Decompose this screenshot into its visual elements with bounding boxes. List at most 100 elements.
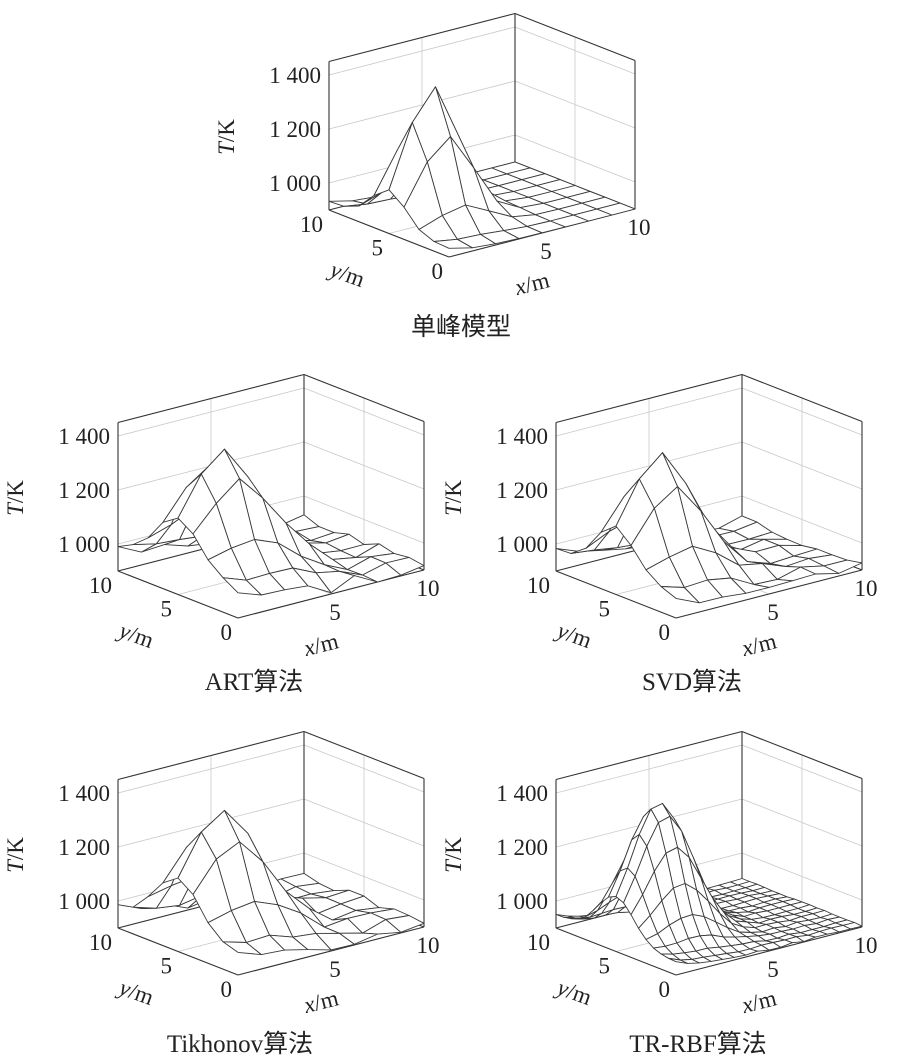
axis-edge [555,373,743,424]
x-tick-label: 5 [767,957,779,982]
y-tick-label: 5 [599,597,611,622]
temperature-surface [555,452,863,604]
z-tick-label: 1 000 [269,171,321,196]
y-axis-label: y/m [114,617,157,653]
z-axis-var: T [3,858,28,873]
axis-edge [237,926,425,976]
z-axis-label-text: T/K [214,119,239,155]
y-axis-label-text: y/m [114,617,157,653]
x-tick-label: 10 [855,576,878,601]
z-axis-unit: /K [3,837,28,860]
x-axis-unit: /m [522,267,552,297]
subplot-caption: SVD算法 [642,668,742,696]
temperature-surface [555,803,863,964]
x-tick-label: 5 [767,600,779,625]
x-axis-unit: /m [311,985,341,1015]
z-tick-label: 1 200 [496,478,548,503]
subplot-caption: Tikhonov算法 [167,1030,313,1058]
z-axis-label: T/K [441,837,466,873]
z-axis-unit: /K [3,480,28,503]
x-axis-label: x/m [300,985,341,1018]
surface-cell [660,586,700,604]
z-axis-var: T [441,858,466,873]
subplot-caption: ART算法 [205,668,304,696]
x-axis-unit: /m [749,985,779,1015]
z-axis-var: T [441,501,466,516]
axis-edge [117,570,239,619]
z-axis-label: T/K [3,480,28,516]
y-tick-label: 5 [161,954,173,979]
axis-edge [117,373,305,424]
axis-edge [741,730,863,780]
z-axis-label-text: T/K [441,480,466,516]
surface-plot-3: 1 000 1 200 1 400 0 5 10 5 10 T/K y/m x/m SVD算法 [441,373,878,696]
x-tick-label: 5 [329,600,341,625]
subplot-caption: 单峰模型 [411,313,511,341]
z-axis-unit: /K [441,837,466,860]
axis-edge [555,730,743,781]
x-tick-label: 5 [329,957,341,982]
z-axis-label: T/K [441,480,466,516]
axis-edge [555,927,677,976]
temperature-surface [117,809,425,956]
y-tick-label: 0 [432,259,444,284]
y-tick-label: 10 [527,930,550,955]
z-tick-label: 1 400 [496,424,548,449]
z-tick-label: 1 400 [58,424,110,449]
axis-edge [741,373,863,423]
surface-plot-5: 1 000 1 200 1 400 0 5 10 5 10 T/K y/m x/m TR-RBF算法 [441,730,878,1058]
z-tick-label: 1 200 [496,835,548,860]
axis-edge [675,926,863,976]
surface-cell [668,957,689,964]
z-axis-label-text: T/K [3,837,28,873]
surface-cell [222,941,262,956]
y-tick-label: 5 [372,236,384,261]
x-tick-label: 10 [417,576,440,601]
z-tick-label: 1 200 [58,835,110,860]
y-axis-label-text: y/m [114,974,157,1010]
y-tick-label: 5 [161,597,173,622]
axis-edge [117,730,305,781]
x-axis-label: x/m [738,985,779,1018]
z-axis-label-text: T/K [3,480,28,516]
z-axis-unit: /K [441,480,466,503]
x-axis-label-text: x/m [738,628,779,661]
z-axis-label: T/K [214,119,239,155]
axis-edge [117,927,239,976]
z-axis-var: T [3,501,28,516]
axis-edge [675,569,863,619]
y-tick-label: 10 [89,930,112,955]
x-tick-label: 10 [417,933,440,958]
axis-edge [328,209,450,258]
x-axis-label-text: x/m [511,267,552,300]
x-tick-label: 10 [855,933,878,958]
z-tick-label: 1 000 [58,889,110,914]
y-axis-label: y/m [325,256,368,292]
x-axis-unit: /m [311,628,341,658]
z-tick-label: 1 400 [269,63,321,88]
y-axis-label-text: y/m [552,617,595,653]
surface-plot-2: 1 000 1 200 1 400 0 5 10 5 10 T/K y/m x/m ART算法 [3,373,440,696]
z-axis-unit: /K [214,119,239,142]
y-axis-label: y/m [552,974,595,1010]
y-tick-label: 10 [89,573,112,598]
y-axis-label: y/m [114,974,157,1010]
y-tick-label: 10 [527,573,550,598]
y-tick-label: 5 [599,954,611,979]
x-tick-label: 5 [540,239,552,264]
axis-edge [514,12,636,62]
x-axis-label-text: x/m [738,985,779,1018]
surface-cell [222,577,262,596]
x-axis-label-text: x/m [300,628,341,661]
y-tick-label: 0 [221,977,233,1002]
x-tick-label: 10 [628,215,651,240]
y-tick-label: 0 [659,620,671,645]
axis-edge [303,373,425,423]
x-axis-label: x/m [738,628,779,661]
y-tick-label: 10 [300,212,323,237]
z-axis-var: T [214,140,239,155]
x-axis-label: x/m [511,267,552,300]
surface-cell [433,238,473,249]
